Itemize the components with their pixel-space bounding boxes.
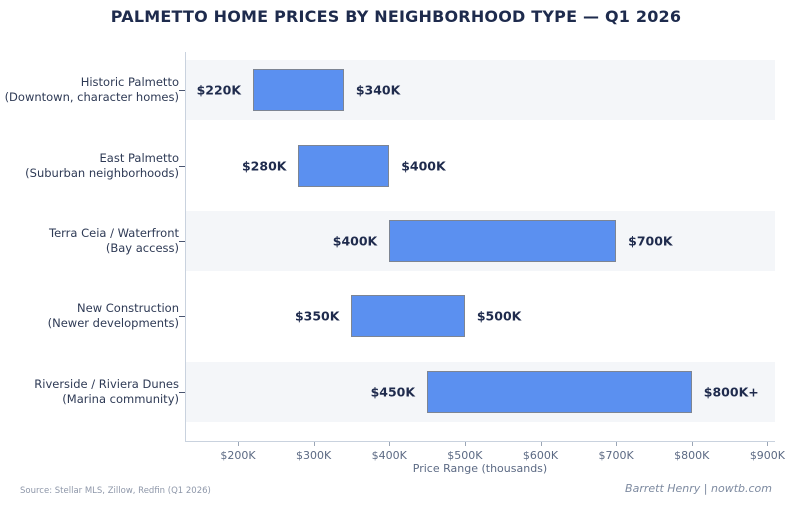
x-tick [313,441,315,446]
price-range-bar [351,295,465,338]
bar-max-label: $800K+ [703,384,759,399]
x-axis-label: Price Range (thousands) [412,462,548,475]
x-tick-label: $600K [522,449,559,462]
y-tick [179,165,185,167]
x-tick [237,441,239,446]
y-tick [179,90,185,92]
y-tick [179,240,185,243]
bar-min-label: $400K [332,233,378,249]
price-range-bar [389,219,617,262]
x-tick-label: $900K [749,449,786,462]
x-tick-label: $400K [371,449,407,462]
bar-max-label: $340K [355,82,401,98]
price-range-bar [427,370,692,413]
category-name: Terra Ceia / Waterfront [49,225,179,240]
y-tick [179,391,185,393]
bar-max-label: $400K [401,158,446,174]
x-tick-label: $200K [220,449,256,462]
y-axis-line [185,52,186,441]
price-range-bar [298,144,390,187]
category-subtitle: (Suburban neighborhoods) [25,165,179,180]
credit-note: Barrett Henry | nowtb.com [625,482,772,495]
x-tick [767,441,769,446]
x-tick [691,441,693,446]
chart-title: PALMETTO HOME PRICES BY NEIGHBORHOOD TYP… [110,7,682,26]
x-tick [540,441,542,446]
bar-max-label: $700K [628,233,673,249]
bar-min-label: $220K [196,82,242,98]
category-label: Terra Ceia / Waterfront (Bay access) [49,226,179,256]
category-subtitle: (Bay access) [105,240,179,255]
category-name: New Construction [77,301,179,316]
category-subtitle: (Newer developments) [47,316,179,331]
bar-min-label: $450K [370,384,416,399]
category-label: Riverside / Riviera Dunes (Marina communi… [34,377,179,407]
x-tick-label: $700K [598,449,634,462]
category-subtitle: (Marina community) [62,391,179,406]
x-tick-label: $500K [447,449,483,462]
category-label: East Palmetto (Suburban neighborhoods) [25,151,179,181]
category-subtitle: (Downtown, character homes) [4,90,179,105]
source-note: Source: Stellar MLS, Zillow, Redfin (Q1 … [20,486,211,496]
x-tick-label: $800K [674,449,710,462]
price-range-bar [253,69,344,112]
bar-max-label: $500K [476,308,522,324]
bar-min-label: $280K [241,158,287,174]
x-tick [389,441,391,446]
x-tick [464,441,466,446]
category-label: Historic Palmetto (Downtown, character ho… [5,75,179,105]
x-tick [616,441,618,446]
category-name: East Palmetto [99,150,179,165]
category-name: Historic Palmetto [80,75,179,90]
x-axis-line [185,441,775,442]
category-name: Riverside / Riviera Dunes [34,376,179,391]
y-tick [179,316,185,318]
x-tick-label: $300K [295,449,332,462]
bar-min-label: $350K [294,308,340,324]
category-label: New Construction (Newer developments) [48,301,179,331]
